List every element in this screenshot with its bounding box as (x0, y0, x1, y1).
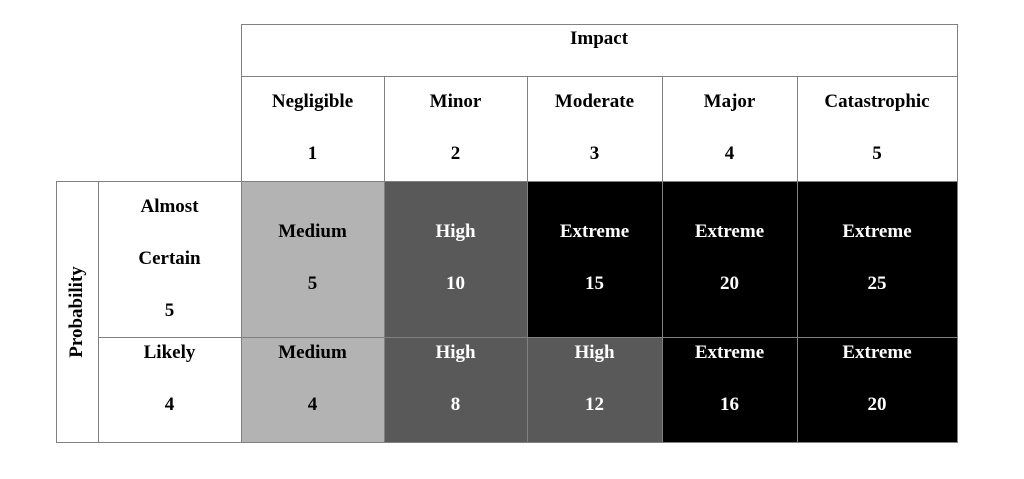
risk-cell: Extreme 20 (662, 181, 797, 337)
risk-cell: Extreme 20 (797, 337, 957, 442)
risk-value: 5 (307, 273, 318, 294)
risk-cell: Extreme 16 (662, 337, 797, 442)
risk-level: Medium (278, 221, 347, 242)
row-label-line1: Almost (140, 196, 199, 217)
grid-line (241, 24, 958, 25)
impact-header: Impact (569, 28, 629, 49)
risk-level: Extreme (694, 221, 765, 242)
row-score: 4 (164, 394, 175, 415)
risk-level: High (574, 342, 615, 363)
risk-level: Extreme (559, 221, 630, 242)
risk-value: 20 (720, 273, 739, 294)
grid-line (662, 76, 663, 443)
risk-level: Extreme (694, 342, 765, 363)
risk-value: 8 (450, 394, 461, 415)
risk-level: High (435, 221, 476, 242)
risk-cell: High 8 (384, 337, 527, 442)
row-score: 5 (164, 300, 175, 321)
risk-level: Extreme (842, 221, 912, 242)
risk-cell: Extreme 15 (527, 181, 662, 337)
risk-cell: Extreme 25 (797, 181, 957, 337)
risk-value: 16 (720, 394, 739, 415)
probability-header-cell: Probability (56, 181, 98, 442)
column-header-negligible: Negligible 1 (241, 77, 384, 181)
grid-line (957, 24, 958, 443)
risk-value: 4 (307, 394, 318, 415)
risk-cell: High 10 (384, 181, 527, 337)
grid-line (98, 181, 99, 443)
column-score: 5 (872, 143, 882, 164)
row-label-line1: Likely (143, 342, 196, 363)
row-header-likely: Likely 4 (98, 337, 241, 442)
risk-cell: Medium 5 (241, 181, 384, 337)
column-score: 3 (589, 143, 600, 164)
grid-line (384, 76, 385, 443)
risk-value: 10 (446, 273, 465, 294)
grid-line (56, 442, 958, 443)
row-label-line2: Certain (138, 248, 201, 269)
risk-value: 12 (585, 394, 604, 415)
risk-cell: Medium 4 (241, 337, 384, 442)
column-label: Negligible (271, 91, 354, 112)
risk-level: Medium (278, 342, 347, 363)
column-header-catastrophic: Catastrophic 5 (797, 77, 957, 181)
grid-line (797, 76, 798, 443)
grid-line (241, 24, 242, 443)
probability-header: Probability (66, 265, 87, 358)
column-label: Moderate (554, 91, 635, 112)
column-score: 4 (724, 143, 735, 164)
grid-line (98, 337, 958, 338)
risk-value: 15 (585, 273, 604, 294)
risk-level: High (435, 342, 476, 363)
column-label: Catastrophic (824, 91, 930, 112)
grid-line (241, 76, 958, 77)
grid-line (56, 181, 958, 182)
risk-value: 25 (867, 273, 887, 294)
risk-cell: High 12 (527, 337, 662, 442)
row-header-almost-certain: Almost Certain 5 (98, 181, 241, 337)
column-header-minor: Minor 2 (384, 77, 527, 181)
column-label: Major (703, 91, 756, 112)
column-header-major: Major 4 (662, 77, 797, 181)
column-header-moderate: Moderate 3 (527, 77, 662, 181)
column-score: 1 (307, 143, 318, 164)
grid-line (56, 181, 57, 443)
risk-level: Extreme (842, 342, 912, 363)
column-label: Minor (429, 91, 482, 112)
impact-header-cell: Impact (241, 24, 957, 76)
risk-value: 20 (867, 394, 887, 415)
grid-line (527, 76, 528, 443)
column-score: 2 (450, 143, 461, 164)
